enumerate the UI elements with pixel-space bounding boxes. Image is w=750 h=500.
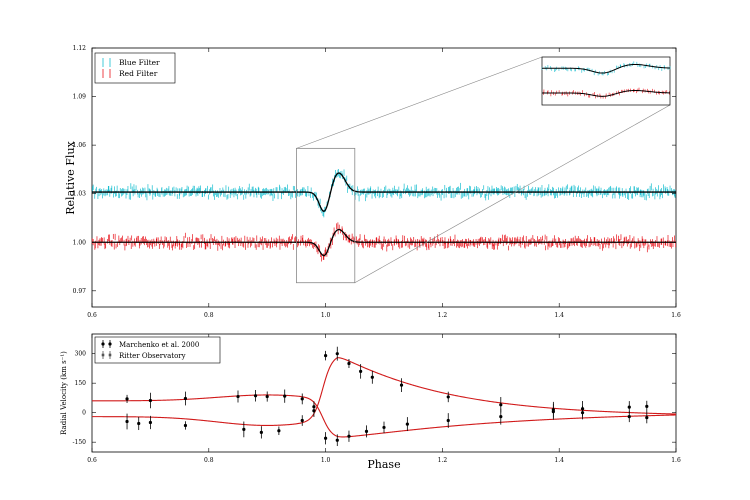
y-tick-label: 1.06 — [73, 142, 87, 149]
inset-model-curve — [542, 63, 671, 74]
rv-data-point — [335, 352, 339, 356]
y-tick-label: 0 — [82, 410, 86, 417]
rv-data-point — [382, 425, 386, 430]
rv-data-point — [627, 405, 631, 409]
inset-content — [541, 61, 671, 99]
legend-label-red: Red Filter — [119, 69, 158, 78]
rv-data-point — [645, 404, 649, 408]
rv-data-point — [125, 397, 129, 401]
rv-data-point — [499, 403, 503, 407]
rv-data-point — [277, 429, 281, 433]
x-tick-label: 1.2 — [438, 457, 448, 464]
x-tick-label: 1.6 — [671, 312, 681, 319]
rv-data-point — [283, 394, 287, 398]
legend-marker-red — [102, 69, 111, 78]
radial-velocity-ylabel: Radial Velocity (km s⁻¹) — [60, 351, 68, 435]
y-tick-label: 1.09 — [73, 94, 87, 101]
rv-legend-label-ritter: Ritter Observatory — [119, 352, 186, 360]
inset-plot — [541, 56, 671, 106]
rv-data-point — [148, 420, 152, 425]
rv-data-point — [324, 354, 328, 358]
rv-legend-box — [94, 336, 221, 364]
legend-marker-blue — [102, 58, 111, 67]
rv-data-point — [347, 361, 351, 366]
x-tick-label: 1.6 — [671, 457, 681, 464]
rv-data-point — [627, 415, 631, 419]
light-curve-ylabel: Relative Flux — [64, 140, 77, 214]
rv-data-point — [335, 438, 339, 442]
rv-data-point — [300, 418, 304, 423]
rv-data-point — [399, 383, 404, 387]
x-tick-label: 0.6 — [87, 312, 97, 319]
model-curve — [92, 228, 676, 257]
rv-data-point — [370, 375, 374, 379]
rv-data-point — [405, 422, 409, 426]
rv-data-point — [312, 409, 316, 413]
radial-velocity-ticks: 0.6 0.8 1.0 1.2 1.4 1.6 -150 0 150 300 — [73, 334, 681, 464]
rv-model-curve — [92, 357, 677, 426]
rv-data-point — [580, 411, 585, 415]
phase-xlabel: Phase — [367, 458, 400, 471]
y-tick-label: 1.00 — [73, 239, 87, 246]
rv-data-point — [137, 421, 141, 426]
y-tick-label: 300 — [75, 351, 87, 358]
rv-data-point — [347, 434, 351, 438]
light-curve-points — [91, 168, 677, 262]
x-tick-label: 0.8 — [204, 312, 214, 319]
rv-legend-marker-ritter — [101, 351, 112, 359]
light-curve-panel: 0.6 0.8 1.0 1.2 1.4 1.6 0.97 1.00 1.03 1.06 1.09 1.… — [64, 45, 681, 319]
light-curve-legend: Blue Filter Red Filter — [94, 52, 176, 84]
rv-data-point — [324, 436, 328, 440]
legend-box — [94, 52, 176, 84]
light-curve-ticks: 0.6 0.8 1.0 1.2 1.4 1.6 0.97 1.00 1.03 1.06 1.09 1.… — [73, 45, 681, 319]
inset-model-curve — [542, 90, 671, 97]
rv-data-point — [364, 429, 369, 433]
rv-data-point — [236, 394, 240, 399]
rv-data-point — [499, 415, 503, 419]
y-tick-label: 1.12 — [73, 45, 87, 52]
rv-data-point — [259, 430, 263, 434]
x-tick-label: 1.4 — [554, 457, 564, 464]
y-tick-label: 150 — [75, 380, 87, 387]
x-tick-label: 1.0 — [321, 457, 331, 464]
rv-data-point — [446, 418, 450, 423]
rv-data-point — [551, 408, 555, 412]
rv-data-point — [253, 394, 258, 398]
radial-velocity-points — [125, 346, 649, 447]
inset-frame — [541, 56, 671, 106]
y-tick-label: 1.03 — [73, 191, 87, 198]
radial-velocity-panel: 0.6 0.8 1.0 1.2 1.4 1.6 -150 0 150 300 Marchenko … — [60, 333, 681, 471]
y-tick-label: 0.97 — [73, 288, 87, 295]
rv-data-point — [265, 394, 269, 399]
rv-data-point — [125, 419, 129, 424]
radial-velocity-legend: Marchenko et al. 2000 Ritter Observatory — [94, 336, 221, 364]
x-tick-label: 1.2 — [438, 312, 448, 319]
zoom-region-box — [295, 147, 356, 284]
x-tick-label: 0.6 — [87, 457, 97, 464]
rv-legend-label-marchenko: Marchenko et al. 2000 — [119, 341, 199, 349]
rv-data-point — [300, 397, 304, 401]
rv-data-point — [242, 427, 246, 431]
zoom-connector-line — [296, 56, 543, 149]
rv-data-point — [148, 398, 152, 403]
light-curve-model — [92, 172, 676, 257]
legend-label-blue: Blue Filter — [119, 58, 160, 67]
rv-data-point — [446, 395, 450, 399]
x-tick-label: 0.8 — [204, 457, 214, 464]
x-tick-label: 1.4 — [554, 312, 564, 319]
rv-legend-marker-marchenko — [101, 340, 112, 348]
model-curve — [92, 172, 676, 212]
y-tick-label: -150 — [73, 439, 87, 446]
rv-data-point — [183, 396, 188, 401]
rv-data-point — [183, 423, 188, 428]
x-tick-label: 1.0 — [321, 312, 331, 319]
rv-data-point — [359, 369, 363, 373]
light-curve-frame — [91, 47, 677, 308]
radial-velocity-frame — [91, 333, 677, 453]
rv-data-point — [645, 415, 649, 420]
zoom-connector-line — [354, 104, 671, 283]
